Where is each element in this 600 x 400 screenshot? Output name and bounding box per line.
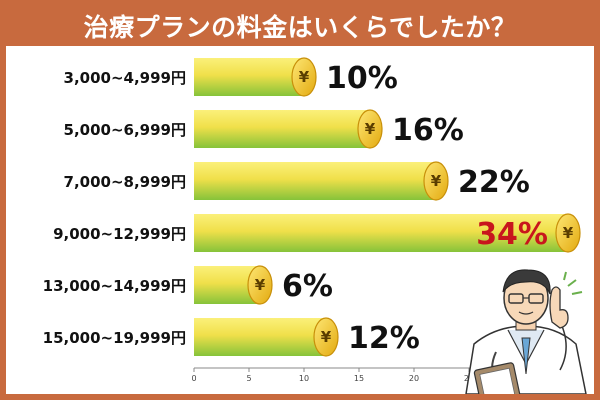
coin-marker [555, 213, 581, 253]
category-label: 13,000~14,999円 [43, 277, 186, 295]
coin-marker [291, 57, 317, 97]
chart-panel: ¥ ¥ ¥ ¥ ¥ ¥ 3,000~4,999円 10% 5,000~6,999円 16% 7,0… [6, 46, 594, 394]
coin-marker-label: ¥ [365, 120, 376, 138]
x-tick-label: 10 [299, 374, 309, 383]
category-label: 9,000~12,999円 [53, 225, 186, 243]
coin-marker-label: ¥ [431, 172, 442, 190]
x-tick-label: 5 [246, 374, 251, 383]
value-label: 6% [282, 269, 333, 304]
category-label: 3,000~4,999円 [64, 69, 186, 87]
coin-marker [423, 161, 449, 201]
value-label: 10% [326, 61, 398, 96]
x-tick-label: 15 [354, 374, 364, 383]
coin-marker-label: ¥ [563, 224, 574, 242]
value-label: 34% [476, 217, 548, 252]
coin-marker [247, 265, 273, 305]
category-label: 7,000~8,999円 [64, 173, 186, 191]
value-label: 22% [458, 165, 530, 200]
bar [194, 318, 326, 356]
chart-title: 治療プランの料金はいくらでしたか？ [83, 13, 517, 42]
bar [194, 58, 304, 96]
doctor-illustration [465, 269, 587, 394]
coin-marker-label: ¥ [321, 328, 332, 346]
coin-marker [357, 109, 383, 149]
bar-chart: ¥ ¥ ¥ ¥ ¥ ¥ 3,000~4,999円 10% 5,000~6,999円 16% 7,0… [43, 57, 587, 394]
coin-marker-label: ¥ [255, 276, 266, 294]
bar [194, 214, 568, 252]
x-tick-label: 20 [409, 374, 419, 383]
coin-marker [313, 317, 339, 357]
category-label: 15,000~19,999円 [43, 329, 186, 347]
coin-marker-label: ¥ [299, 68, 310, 86]
category-label: 5,000~6,999円 [64, 121, 186, 139]
x-tick-label: 0 [191, 374, 196, 383]
bar [194, 162, 436, 200]
value-label: 12% [348, 321, 420, 356]
value-label: 16% [392, 113, 464, 148]
bar [194, 110, 370, 148]
